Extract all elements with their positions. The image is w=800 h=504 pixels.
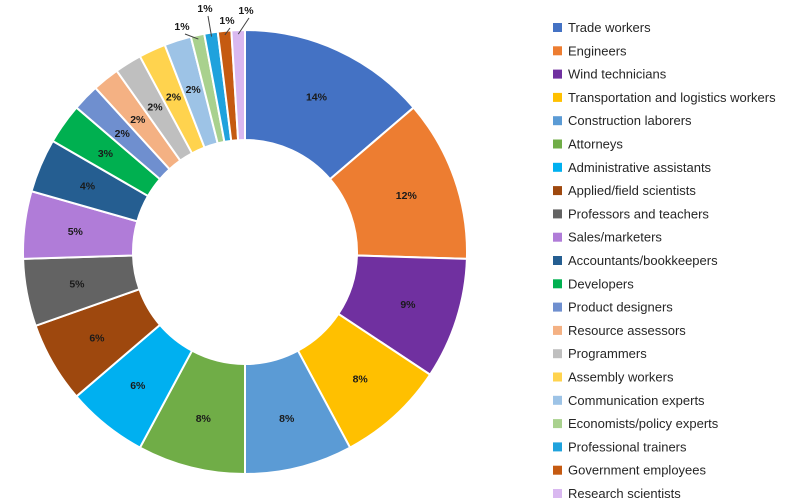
legend-swatch-construction-laborers — [553, 116, 562, 126]
legend-swatch-professional-trainers — [553, 442, 562, 452]
legend-swatch-attorneys — [553, 139, 562, 149]
legend-swatch-sales-marketers — [553, 232, 562, 242]
legend-label-product-designers: Product designers — [568, 300, 673, 315]
legend-swatch-trade-workers — [553, 23, 562, 32]
leader-line-research-scientists — [237, 17, 250, 35]
legend-label-applied-field-scientists: Applied/field scientists — [568, 183, 696, 198]
legend: Trade workers Engineers Wind technicians Tr… — [553, 20, 776, 501]
slice-label-professional-trainers: 1% — [197, 3, 213, 15]
slice-label-developers: 3% — [98, 148, 114, 160]
slice-label-research-scientists: 1% — [238, 5, 254, 17]
legend-label-trade-workers: Trade workers — [568, 20, 651, 35]
slice-label-professors-and-teachers: 5% — [69, 278, 85, 290]
legend-label-programmers: Programmers — [568, 346, 647, 361]
slice-label-sales-marketers: 5% — [68, 226, 84, 238]
slice-label-accountants-bookkeepers: 4% — [80, 180, 96, 192]
slice-label-attorneys: 8% — [196, 413, 212, 425]
legend-swatch-product-designers — [553, 302, 562, 312]
slice-label-administrative-assistants: 6% — [130, 380, 146, 392]
legend-label-government-employees: Government employees — [568, 463, 707, 478]
leader-line-economists-policy-experts — [184, 33, 199, 40]
leader-lines — [184, 15, 250, 40]
legend-label-engineers: Engineers — [568, 43, 627, 58]
legend-swatch-government-employees — [553, 465, 562, 475]
legend-label-attorneys: Attorneys — [568, 137, 623, 152]
legend-swatch-applied-field-scientists — [553, 186, 562, 196]
legend-swatch-wind-technicians — [553, 69, 562, 79]
legend-label-wind-technicians: Wind technicians — [568, 67, 667, 82]
slice-label-resource-assessors: 2% — [130, 114, 146, 126]
slice-label-assembly-workers: 2% — [166, 92, 182, 104]
legend-swatch-professors-and-teachers — [553, 209, 562, 219]
legend-label-resource-assessors: Resource assessors — [568, 323, 686, 338]
slice-labels: 14%12%9%8%8%8%6%6%5%5%4%3%2%2%2%2%2%1%1%… — [68, 3, 418, 425]
legend-swatch-economists-policy-experts — [553, 419, 562, 429]
slice-label-engineers: 12% — [396, 190, 418, 202]
legend-label-accountants-bookkeepers: Accountants/bookkeepers — [568, 253, 718, 268]
slice-label-trade-workers: 14% — [306, 92, 328, 104]
legend-label-professors-and-teachers: Professors and teachers — [568, 206, 709, 221]
legend-label-developers: Developers — [568, 276, 634, 291]
slice-label-construction-laborers: 8% — [279, 413, 295, 425]
legend-label-transportation-and-logistics-workers: Transportation and logistics workers — [568, 90, 776, 105]
legend-label-construction-laborers: Construction laborers — [568, 113, 692, 128]
leader-line-government-employees — [224, 27, 231, 36]
legend-swatch-programmers — [553, 349, 562, 359]
slice-label-transportation-and-logistics-workers: 8% — [353, 373, 369, 385]
legend-label-sales-marketers: Sales/marketers — [568, 230, 662, 245]
slice-label-communication-experts: 2% — [186, 84, 202, 96]
slice-trade-workers — [244, 28, 415, 181]
slice-label-programmers: 2% — [147, 102, 163, 114]
legend-swatch-administrative-assistants — [553, 162, 562, 172]
legend-label-administrative-assistants: Administrative assistants — [568, 160, 712, 175]
legend-swatch-engineers — [553, 46, 562, 56]
legend-label-professional-trainers: Professional trainers — [568, 439, 687, 454]
slice-research-scientists — [230, 28, 246, 142]
legend-swatch-communication-experts — [553, 395, 562, 405]
slice-label-wind-technicians: 9% — [400, 299, 416, 311]
legend-swatch-assembly-workers — [553, 372, 562, 382]
legend-swatch-developers — [553, 279, 562, 289]
legend-label-communication-experts: Communication experts — [568, 393, 705, 408]
legend-swatch-research-scientists — [553, 489, 562, 498]
slice-label-applied-field-scientists: 6% — [89, 333, 105, 345]
legend-swatch-accountants-bookkeepers — [553, 256, 562, 265]
legend-swatch-resource-assessors — [553, 325, 562, 335]
donut-slices — [22, 28, 468, 476]
legend-label-assembly-workers: Assembly workers — [568, 370, 674, 385]
slice-label-product-designers: 2% — [115, 128, 131, 140]
leader-line-professional-trainers — [207, 15, 213, 37]
legend-label-research-scientists: Research scientists — [568, 486, 681, 501]
legend-swatch-transportation-and-logistics-workers — [553, 92, 562, 102]
slice-label-government-employees: 1% — [219, 15, 235, 27]
slice-label-economists-policy-experts: 1% — [174, 21, 190, 33]
legend-label-economists-policy-experts: Economists/policy experts — [568, 416, 719, 431]
